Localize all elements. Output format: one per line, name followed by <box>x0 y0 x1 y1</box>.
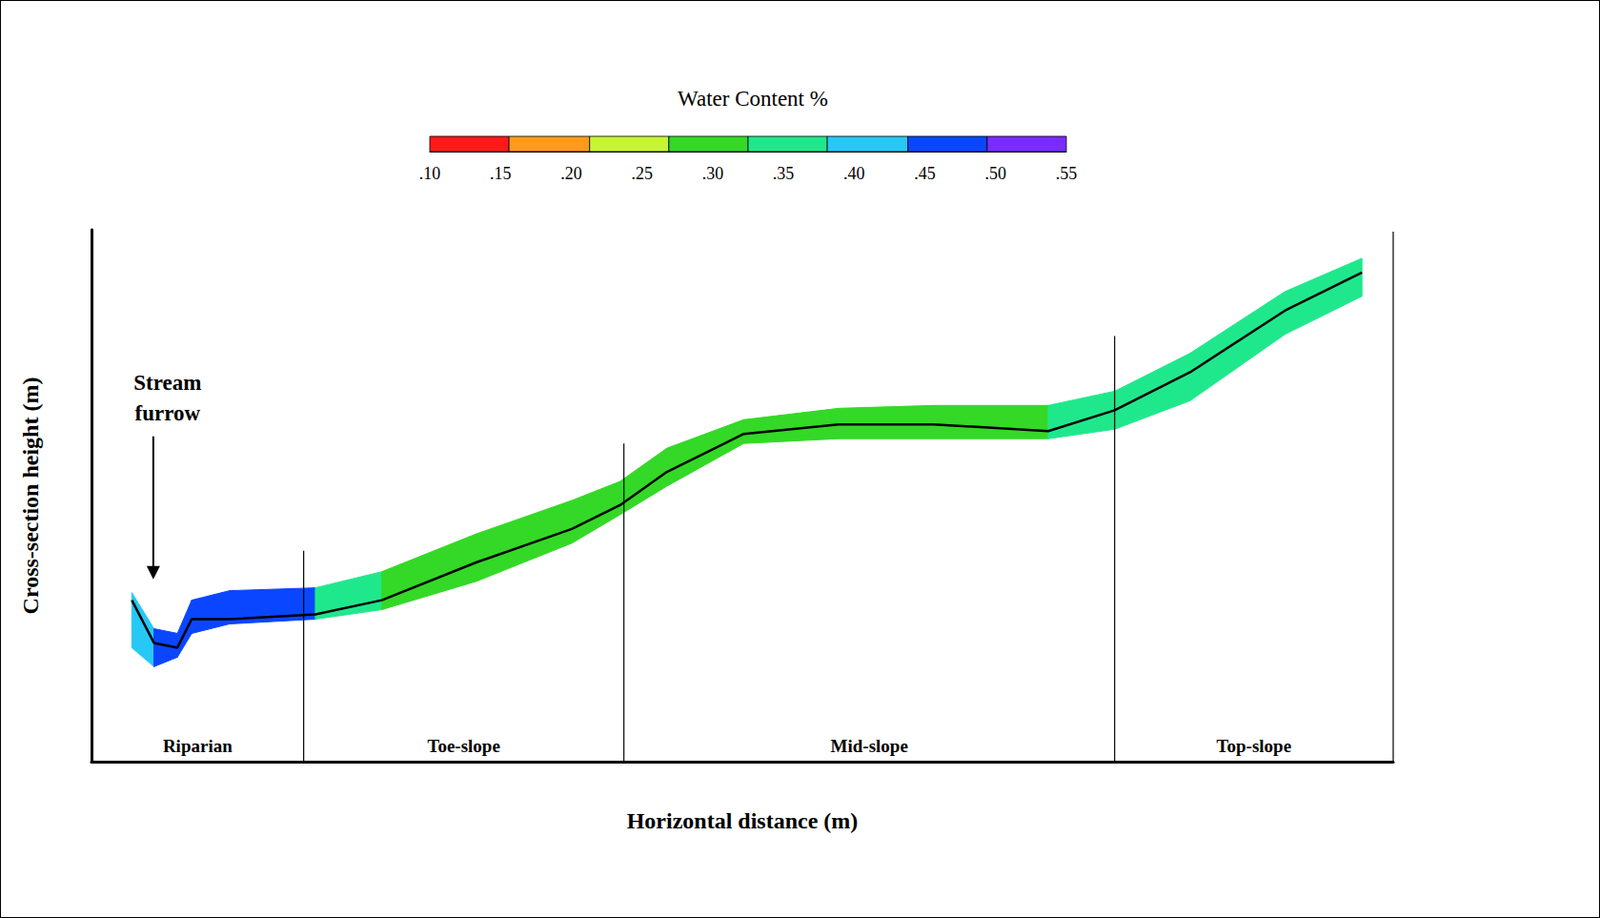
svg-text:furrow: furrow <box>135 401 202 426</box>
svg-text:.20: .20 <box>560 163 583 183</box>
svg-text:Mid-slope: Mid-slope <box>830 735 909 756</box>
svg-text:Horizontal distance (m): Horizontal distance (m) <box>627 808 859 833</box>
svg-text:.45: .45 <box>913 163 936 183</box>
svg-text:.30: .30 <box>702 163 725 183</box>
svg-text:.10: .10 <box>419 163 442 183</box>
svg-text:Top-slope: Top-slope <box>1216 735 1293 756</box>
svg-text:Riparian: Riparian <box>162 735 233 756</box>
svg-text:Water Content %: Water Content % <box>677 86 829 111</box>
svg-text:Stream: Stream <box>133 370 202 395</box>
svg-text:Toe-slope: Toe-slope <box>426 735 500 756</box>
svg-text:.25: .25 <box>630 163 653 183</box>
svg-text:.50: .50 <box>985 163 1008 183</box>
svg-text:.55: .55 <box>1055 163 1078 183</box>
svg-text:.35: .35 <box>772 163 795 183</box>
svg-text:Cross-section height (m): Cross-section height (m) <box>18 377 43 615</box>
svg-text:.15: .15 <box>489 163 512 183</box>
svg-text:.40: .40 <box>843 163 866 183</box>
